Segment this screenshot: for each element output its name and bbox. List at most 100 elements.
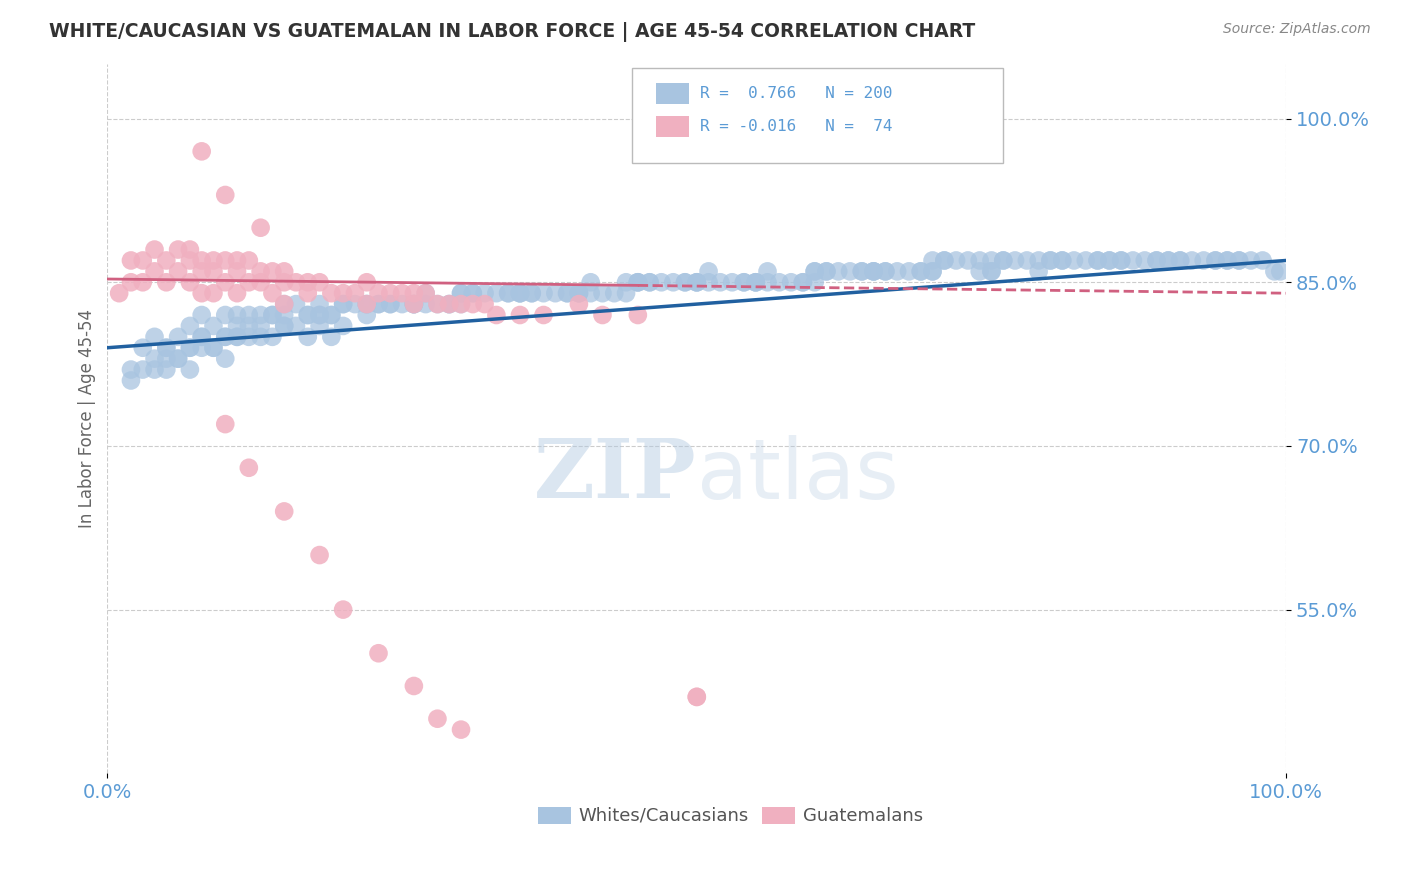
Point: [921, 253, 943, 268]
Point: [1263, 264, 1285, 278]
Point: [179, 362, 201, 376]
Point: [273, 318, 295, 333]
Point: [155, 341, 177, 355]
Point: [792, 275, 814, 289]
Text: Source: ZipAtlas.com: Source: ZipAtlas.com: [1223, 22, 1371, 37]
Text: R =  0.766   N = 200: R = 0.766 N = 200: [700, 87, 893, 102]
Point: [1074, 253, 1097, 268]
Point: [143, 243, 166, 257]
Point: [120, 362, 142, 376]
Point: [450, 297, 472, 311]
Point: [756, 275, 779, 289]
Point: [733, 275, 755, 289]
Point: [1146, 253, 1168, 268]
Point: [214, 417, 236, 431]
Point: [993, 253, 1015, 268]
Point: [1146, 253, 1168, 268]
Point: [627, 275, 650, 289]
Point: [1015, 253, 1038, 268]
Point: [650, 275, 672, 289]
Point: [367, 297, 389, 311]
Point: [485, 308, 508, 322]
Point: [815, 264, 838, 278]
Point: [1098, 253, 1121, 268]
Point: [238, 330, 260, 344]
Point: [202, 341, 225, 355]
Point: [1087, 253, 1109, 268]
Point: [238, 308, 260, 322]
Point: [249, 308, 271, 322]
Text: ZIP: ZIP: [534, 435, 697, 516]
Point: [179, 253, 201, 268]
Point: [143, 330, 166, 344]
Point: [308, 275, 330, 289]
Point: [862, 264, 884, 278]
Point: [1109, 253, 1132, 268]
Point: [402, 286, 425, 301]
Point: [1157, 253, 1180, 268]
Text: Whites/Caucasians: Whites/Caucasians: [579, 807, 749, 825]
Point: [1227, 253, 1250, 268]
Point: [167, 243, 190, 257]
Point: [415, 297, 437, 311]
Point: [426, 297, 449, 311]
Point: [709, 275, 731, 289]
Point: [875, 264, 897, 278]
Point: [273, 297, 295, 311]
Point: [697, 264, 720, 278]
Point: [520, 286, 543, 301]
Point: [1098, 253, 1121, 268]
Point: [450, 286, 472, 301]
Point: [249, 264, 271, 278]
Point: [367, 286, 389, 301]
Point: [862, 264, 884, 278]
Point: [1227, 253, 1250, 268]
Point: [803, 264, 825, 278]
Point: [380, 297, 402, 311]
Point: [614, 275, 637, 289]
Point: [356, 297, 378, 311]
Point: [308, 297, 330, 311]
Point: [143, 264, 166, 278]
Point: [980, 264, 1002, 278]
Point: [155, 341, 177, 355]
Point: [321, 308, 343, 322]
Point: [402, 297, 425, 311]
Point: [1216, 253, 1239, 268]
Point: [509, 286, 531, 301]
Point: [297, 330, 319, 344]
Point: [238, 253, 260, 268]
Point: [792, 275, 814, 289]
Point: [993, 253, 1015, 268]
Point: [297, 308, 319, 322]
Point: [273, 318, 295, 333]
Point: [402, 679, 425, 693]
Point: [332, 286, 354, 301]
Point: [1204, 253, 1226, 268]
Point: [238, 460, 260, 475]
Point: [815, 264, 838, 278]
Point: [132, 253, 155, 268]
Point: [132, 362, 155, 376]
Point: [108, 286, 131, 301]
Point: [202, 341, 225, 355]
Point: [321, 308, 343, 322]
Point: [179, 243, 201, 257]
Point: [356, 308, 378, 322]
Point: [555, 286, 578, 301]
Point: [226, 264, 249, 278]
Point: [155, 253, 177, 268]
Point: [167, 351, 190, 366]
Point: [332, 297, 354, 311]
Point: [226, 286, 249, 301]
Point: [733, 275, 755, 289]
Point: [356, 297, 378, 311]
Point: [297, 308, 319, 322]
Point: [132, 275, 155, 289]
Point: [249, 318, 271, 333]
Point: [579, 275, 602, 289]
Point: [910, 264, 932, 278]
Point: [1028, 264, 1050, 278]
Point: [579, 286, 602, 301]
Point: [190, 330, 212, 344]
